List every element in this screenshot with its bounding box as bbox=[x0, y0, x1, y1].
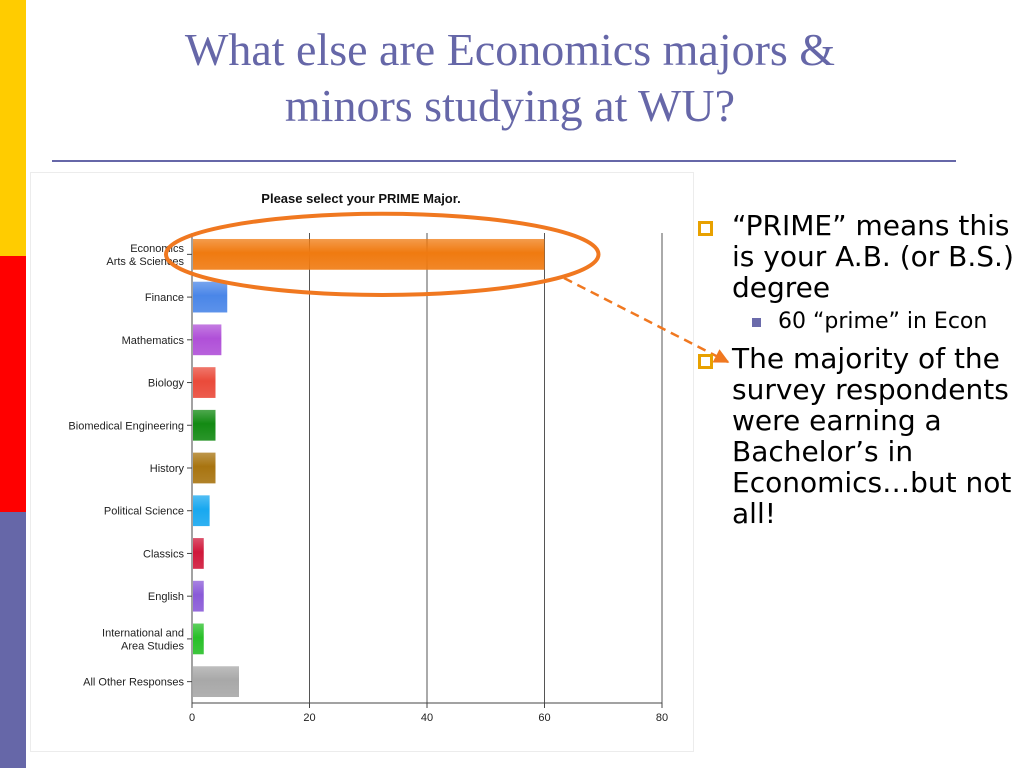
slide-title: What else are Economics majors & minors … bbox=[60, 22, 960, 134]
bar bbox=[193, 452, 216, 484]
x-tick-label: 0 bbox=[189, 712, 195, 724]
x-axis-ticks: 0 20 40 60 80 bbox=[189, 703, 668, 724]
y-tick-label: Finance bbox=[145, 292, 184, 304]
chart-panel: Please select your PRIME Major. Economic… bbox=[30, 172, 694, 752]
bar bbox=[193, 367, 216, 398]
grid-lines bbox=[309, 233, 663, 703]
hollow-square-icon bbox=[698, 221, 713, 236]
x-tick-label: 20 bbox=[303, 712, 315, 724]
chart-title: Please select your PRIME Major. bbox=[261, 191, 460, 206]
stripe-red bbox=[0, 256, 26, 512]
left-accent-stripes bbox=[0, 0, 26, 768]
highlight-ellipse bbox=[164, 211, 601, 297]
bar bbox=[193, 281, 228, 313]
y-tick-label: History bbox=[150, 463, 185, 475]
y-tick-label: Arts & Sciences bbox=[106, 256, 184, 268]
stripe-purple bbox=[0, 512, 26, 768]
bullet-text: The majority of the survey respondents w… bbox=[732, 342, 1012, 530]
title-underline bbox=[52, 160, 956, 162]
slide-title-line-2: minors studying at WU? bbox=[284, 80, 736, 131]
bar bbox=[193, 580, 204, 612]
y-tick-label: English bbox=[148, 591, 184, 603]
bullet-item: The majority of the survey respondents w… bbox=[694, 343, 1014, 529]
bar bbox=[193, 324, 222, 356]
slide-title-line-1: What else are Economics majors & bbox=[184, 24, 836, 75]
bar bbox=[193, 666, 239, 698]
stripe-yellow bbox=[0, 0, 26, 256]
bar bbox=[193, 409, 216, 441]
bullet-item: “PRIME” means this is your A.B. (or B.S.… bbox=[694, 210, 1014, 335]
x-tick-label: 40 bbox=[421, 712, 433, 724]
y-tick-label: Biomedical Engineering bbox=[68, 420, 184, 432]
y-tick-label: Mathematics bbox=[122, 335, 185, 347]
bar bbox=[193, 495, 210, 527]
x-tick-label: 80 bbox=[656, 712, 668, 724]
bars bbox=[193, 238, 545, 698]
y-tick-label: Area Studies bbox=[121, 640, 184, 652]
bar bbox=[193, 623, 204, 655]
y-tick-label: Political Science bbox=[104, 506, 184, 518]
y-tick-label: Classics bbox=[143, 548, 184, 560]
bar-chart: Please select your PRIME Major. Economic… bbox=[68, 191, 668, 724]
bar bbox=[193, 238, 545, 270]
sub-bullet-item: 60 “prime” in Econ bbox=[732, 309, 1014, 335]
y-tick-label: Economics bbox=[130, 243, 184, 255]
bullet-text: “PRIME” means this is your A.B. (or B.S.… bbox=[732, 209, 1014, 304]
y-tick-label: International and bbox=[102, 627, 184, 639]
bullet-list: “PRIME” means this is your A.B. (or B.S.… bbox=[694, 210, 1014, 537]
y-tick-label: Biology bbox=[148, 378, 185, 390]
filled-square-icon bbox=[752, 318, 761, 327]
sub-bullet-text: 60 “prime” in Econ bbox=[778, 309, 988, 334]
y-tick-label: All Other Responses bbox=[83, 677, 184, 689]
bar bbox=[193, 538, 204, 569]
x-tick-label: 60 bbox=[538, 712, 550, 724]
hollow-square-icon bbox=[698, 354, 713, 369]
